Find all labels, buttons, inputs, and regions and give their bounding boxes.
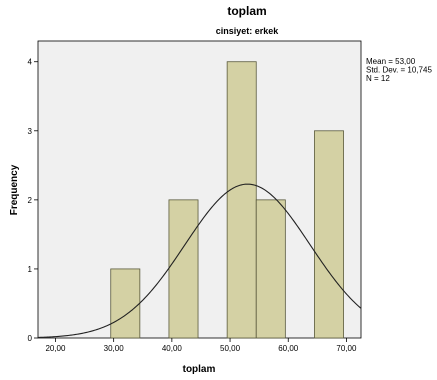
y-tick-label: 0	[28, 334, 33, 343]
stats-line-3: N = 12	[366, 74, 390, 83]
histogram-bar-2	[168, 199, 199, 339]
x-tick-label: 40,00	[162, 344, 183, 353]
stats-line-2: Std. Dev. = 10,745	[366, 66, 432, 75]
plot-area	[37, 40, 362, 339]
bars-group	[110, 61, 344, 339]
y-tick-label: 4	[28, 58, 33, 67]
chart-title: toplam	[227, 4, 266, 18]
normal-curve	[37, 183, 362, 338]
y-axis-title: Frequency	[9, 164, 20, 215]
y-tick-label: 3	[28, 127, 33, 136]
x-axis: 20,00 30,00 40,00 50,00 60,00 70,00	[45, 338, 357, 353]
histogram-bar-1	[110, 268, 141, 339]
histogram-bar-3	[226, 61, 257, 339]
x-tick-label: 20,00	[45, 344, 66, 353]
x-tick-label: 60,00	[278, 344, 299, 353]
stats-line-1: Mean = 53,00	[366, 57, 416, 66]
histogram-bar-4	[255, 199, 286, 339]
y-tick-label: 1	[28, 265, 33, 274]
chart-subtitle: cinsiyet: erkek	[216, 26, 280, 36]
y-tick-label: 2	[28, 196, 33, 205]
x-tick-label: 50,00	[220, 344, 241, 353]
x-tick-label: 30,00	[104, 344, 125, 353]
y-axis: 0 1 2 3 4	[28, 58, 38, 343]
x-tick-label: 70,00	[336, 344, 357, 353]
x-axis-title: toplam	[183, 364, 216, 375]
histogram-bar-5	[314, 130, 344, 339]
